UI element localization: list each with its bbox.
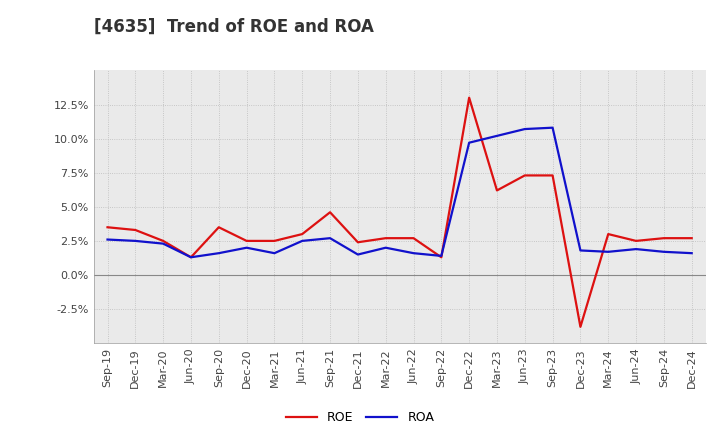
- ROA: [631, 246, 640, 252]
- ROA: [549, 125, 557, 130]
- ROA: [215, 250, 223, 256]
- Line: ROA: ROA: [107, 128, 692, 257]
- ROE: [186, 255, 195, 260]
- ROA: [409, 250, 418, 256]
- ROA: [688, 250, 696, 256]
- ROA: [354, 252, 362, 257]
- ROA: [660, 249, 668, 254]
- ROE: [549, 173, 557, 178]
- ROE: [131, 227, 140, 233]
- ROE: [354, 240, 362, 245]
- ROA: [270, 250, 279, 256]
- ROE: [465, 95, 474, 100]
- ROE: [437, 255, 446, 260]
- ROE: [270, 238, 279, 244]
- ROA: [242, 245, 251, 250]
- ROA: [604, 249, 613, 254]
- ROE: [159, 238, 168, 244]
- ROE: [660, 235, 668, 241]
- ROE: [409, 235, 418, 241]
- ROA: [576, 248, 585, 253]
- Legend: ROE, ROA: ROE, ROA: [281, 407, 439, 429]
- ROE: [298, 231, 307, 237]
- ROA: [186, 255, 195, 260]
- ROE: [382, 235, 390, 241]
- ROE: [103, 224, 112, 230]
- ROE: [604, 231, 613, 237]
- ROE: [688, 235, 696, 241]
- ROE: [631, 238, 640, 244]
- ROA: [437, 253, 446, 259]
- ROA: [298, 238, 307, 244]
- ROA: [492, 133, 501, 139]
- ROE: [242, 238, 251, 244]
- ROA: [159, 241, 168, 246]
- ROA: [103, 237, 112, 242]
- ROE: [325, 209, 334, 215]
- Line: ROE: ROE: [107, 98, 692, 327]
- ROE: [492, 188, 501, 193]
- ROE: [521, 173, 529, 178]
- ROE: [576, 324, 585, 330]
- Text: [4635]  Trend of ROE and ROA: [4635] Trend of ROE and ROA: [94, 18, 374, 36]
- ROA: [382, 245, 390, 250]
- ROA: [325, 235, 334, 241]
- ROE: [215, 224, 223, 230]
- ROA: [131, 238, 140, 244]
- ROA: [521, 126, 529, 132]
- ROA: [465, 140, 474, 145]
